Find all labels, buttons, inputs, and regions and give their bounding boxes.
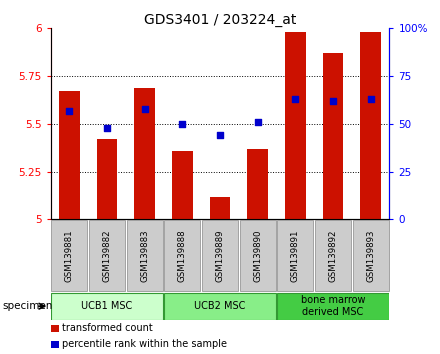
Bar	[360, 32, 381, 219]
Text: GSM139889: GSM139889	[216, 229, 224, 282]
Point	[66, 108, 73, 113]
Bar	[209, 196, 231, 219]
Text: GSM139883: GSM139883	[140, 229, 149, 282]
FancyBboxPatch shape	[127, 220, 163, 291]
Bar	[51, 341, 59, 348]
Point	[141, 106, 148, 112]
Bar	[172, 151, 193, 219]
Bar	[247, 149, 268, 219]
Text: UCB1 MSC: UCB1 MSC	[81, 301, 133, 311]
Text: UCB2 MSC: UCB2 MSC	[194, 301, 246, 311]
Bar	[323, 53, 343, 219]
FancyBboxPatch shape	[202, 220, 238, 291]
Bar	[59, 91, 80, 219]
Bar	[134, 87, 155, 219]
Text: GSM139888: GSM139888	[178, 229, 187, 282]
Text: bone marrow
derived MSC: bone marrow derived MSC	[301, 295, 365, 317]
FancyBboxPatch shape	[51, 220, 88, 291]
Point	[103, 125, 110, 131]
Text: GSM139891: GSM139891	[291, 229, 300, 282]
Point	[254, 119, 261, 125]
Text: specimen: specimen	[2, 301, 52, 311]
Title: GDS3401 / 203224_at: GDS3401 / 203224_at	[144, 13, 296, 27]
FancyBboxPatch shape	[277, 220, 313, 291]
Point	[179, 121, 186, 127]
Bar	[97, 139, 117, 219]
FancyBboxPatch shape	[164, 293, 276, 320]
Text: percentile rank within the sample: percentile rank within the sample	[62, 339, 227, 349]
Bar	[285, 32, 306, 219]
Text: transformed count: transformed count	[62, 323, 153, 333]
Text: GSM139882: GSM139882	[103, 229, 112, 282]
Point	[330, 98, 337, 104]
Point	[367, 96, 374, 102]
Bar	[51, 325, 59, 332]
Text: GSM139890: GSM139890	[253, 229, 262, 282]
Point	[292, 96, 299, 102]
Text: GSM139893: GSM139893	[366, 229, 375, 282]
FancyBboxPatch shape	[315, 220, 351, 291]
FancyBboxPatch shape	[51, 293, 163, 320]
Text: GSM139881: GSM139881	[65, 229, 74, 282]
FancyBboxPatch shape	[239, 220, 276, 291]
FancyBboxPatch shape	[164, 220, 201, 291]
Point	[216, 132, 224, 138]
FancyBboxPatch shape	[277, 293, 389, 320]
FancyBboxPatch shape	[89, 220, 125, 291]
FancyBboxPatch shape	[352, 220, 389, 291]
Text: GSM139892: GSM139892	[328, 229, 337, 282]
